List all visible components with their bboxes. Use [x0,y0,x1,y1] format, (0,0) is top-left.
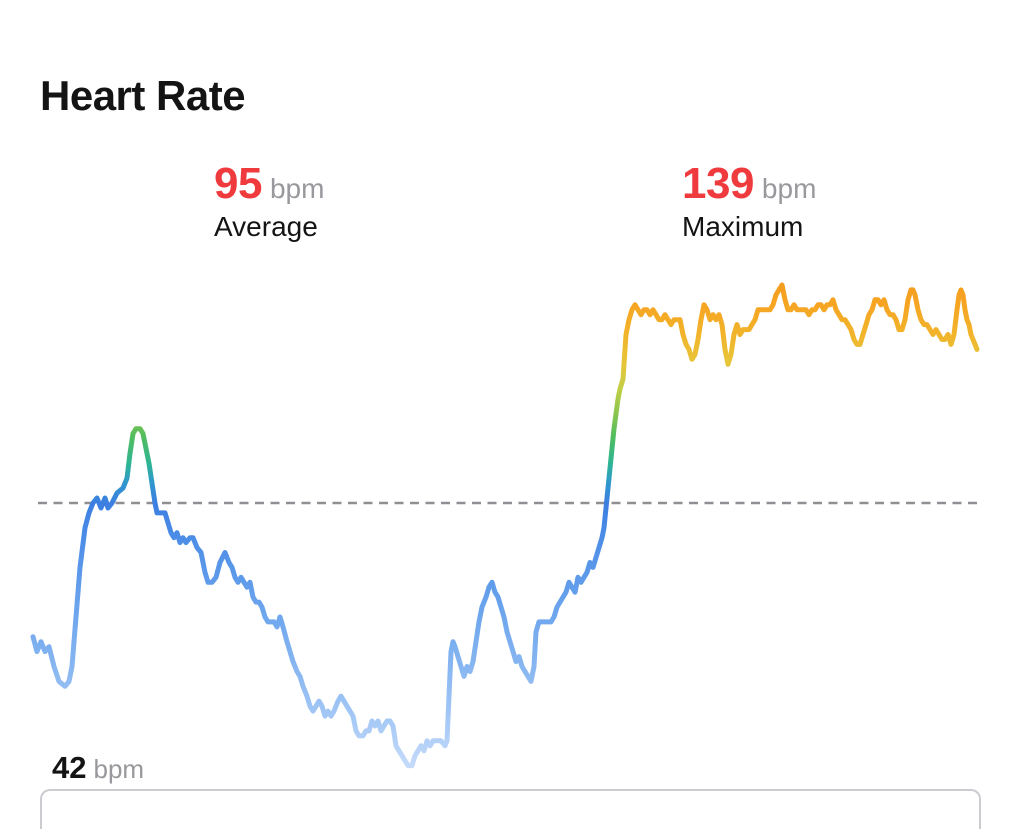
maximum-stat: 139 bpm Maximum [682,162,816,241]
min-value: 42 [52,750,87,785]
average-stat-value-row: 95 bpm [214,162,324,206]
maximum-value: 139 [682,159,754,208]
average-value: 95 [214,159,262,208]
maximum-label: Maximum [682,211,804,242]
maximum-stat-value-row: 139 bpm [682,162,816,206]
page-title: Heart Rate [40,72,246,119]
heart-rate-line[interactable] [30,282,980,769]
min-unit: bpm [93,754,145,784]
average-label: Average [214,211,318,242]
maximum-unit: bpm [761,173,817,204]
average-unit: bpm [269,173,325,204]
average-stat: 95 bpm Average [214,162,324,241]
heart-rate-chart[interactable] [0,0,1024,803]
y-axis-min-label: 42 bpm [52,752,144,783]
next-card-top-border [40,789,981,829]
